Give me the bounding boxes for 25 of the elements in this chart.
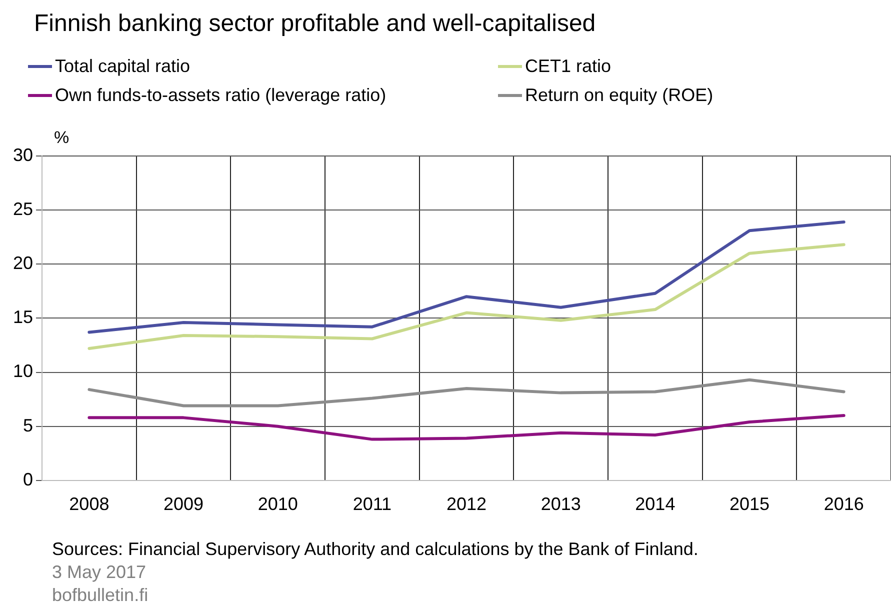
x-tick-label: 2008 — [69, 494, 110, 514]
x-tick-label: 2010 — [258, 494, 298, 514]
text: bofbulletin.fi — [52, 584, 150, 607]
y-tick-label: 25 — [12, 199, 34, 220]
legend-label: Total capital ratio — [55, 56, 190, 77]
x-tick-label: 2013 — [540, 494, 581, 514]
y-axis-title: % — [54, 128, 70, 148]
y-tick-label: 0 — [23, 469, 34, 490]
x-tick-label: 2009 — [163, 494, 204, 514]
chart-title: Finnish banking sector profitable and well-capitalised — [34, 10, 596, 38]
x-tick-label: 2011 — [352, 494, 392, 514]
legend-label: CET1 ratio — [525, 56, 612, 77]
y-tick-label: 20 — [12, 253, 34, 274]
y-tick-label: 15 — [12, 307, 34, 328]
legend-label: Own funds-to-assets ratio (leverage ratio) — [55, 85, 386, 106]
x-tick-label: 2014 — [635, 494, 676, 514]
x-tick-label: 2012 — [446, 494, 487, 514]
y-tick-label: 5 — [23, 415, 34, 436]
y-tick-label: 10 — [12, 361, 34, 382]
text: 3 May 2017 — [52, 561, 148, 584]
x-tick-label: 2016 — [824, 494, 864, 514]
legend-label: Return on equity (ROE) — [525, 85, 714, 106]
y-tick-label: 30 — [12, 144, 34, 165]
source-note: Sources: Financial Supervisory Authority and calculations by the Bank of Finland. — [52, 538, 698, 561]
x-tick-label: 2015 — [729, 494, 770, 514]
